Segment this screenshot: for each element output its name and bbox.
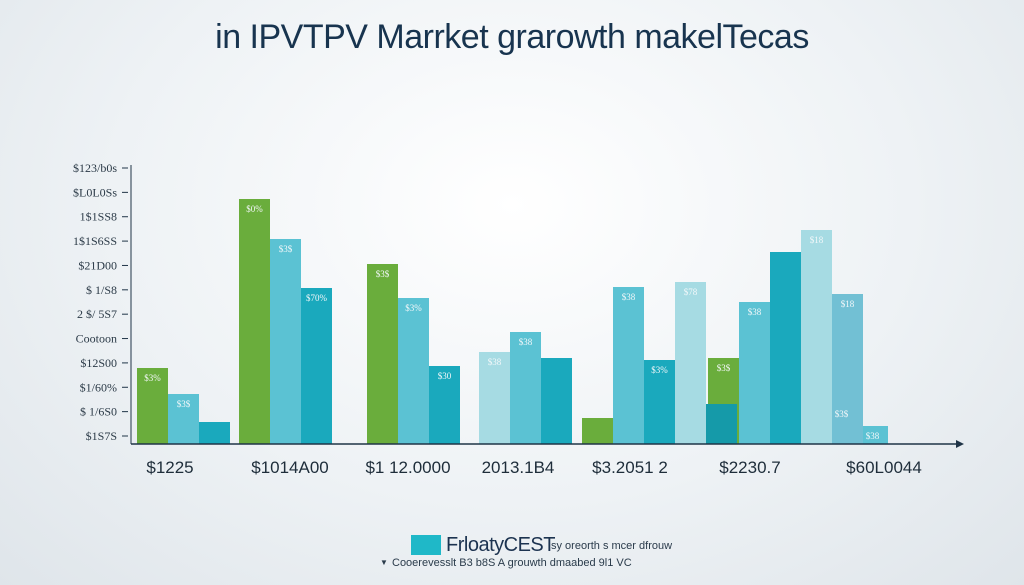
bar [739, 302, 770, 444]
x-axis-ticks: $1225 $1014A00 $1 12.0000 2013.1B4 $3.2051 2… [146, 458, 921, 477]
chart-title: in IPVTPV Marrket grarowth makelTecas [215, 18, 809, 56]
bar-data-label: $3$ [279, 244, 293, 254]
y-axis-ticks: $123/b0s $L0L0Ss 1$1SS8 1$1S6SS $21D00 $ 1/S8… [73, 161, 128, 443]
legend-label: FrloatyCEST [446, 534, 555, 556]
bar-data-label: $3% [144, 373, 161, 383]
y-tick-label: $1S7S [86, 429, 117, 443]
bar [832, 294, 863, 444]
bar-chart: $123/b0s $L0L0Ss 1$1SS8 1$1S6SS $21D00 $ 1/S8… [73, 161, 964, 477]
bar-data-label: $3$ [177, 399, 191, 409]
bar-data-label: $3$ [717, 363, 731, 373]
bar [479, 352, 510, 444]
x-tick-label: $1 12.0000 [365, 458, 450, 477]
y-tick-label: Cootoon [76, 332, 117, 346]
bar [429, 366, 460, 444]
y-tick-label: $ 1/S8 [86, 283, 117, 297]
y-tick-label: $21D00 [78, 258, 117, 272]
legend-sublabel: sy oreorth s mcer dfrouw [551, 540, 673, 552]
bar-data-label: $38 [748, 307, 762, 317]
bar-data-label: $3% [405, 303, 422, 313]
bar [706, 404, 737, 444]
bar-data-label: $38 [622, 292, 636, 302]
y-tick-label: 1$1SS8 [80, 210, 117, 224]
bar-data-label: $38 [488, 357, 502, 367]
x-axis-arrow-icon [956, 440, 964, 448]
bar [541, 358, 572, 444]
y-tick-label: 1$1S6SS [73, 234, 117, 248]
bar-data-label: $3$ [376, 269, 390, 279]
bar [199, 422, 230, 444]
bar [510, 332, 541, 444]
y-tick-label: $ 1/6S0 [80, 405, 117, 419]
bar [137, 368, 168, 444]
bar [644, 360, 675, 444]
data-labels: $3% $0% $3$ $3$ $3$ $3$ $3$ $3% $38 $38 $38 $38 $70%… [144, 204, 880, 441]
x-tick-label: $1014A00 [251, 458, 329, 477]
bar [582, 418, 613, 444]
bar [239, 199, 270, 444]
bar-data-label: $18 [810, 235, 824, 245]
y-tick-label: 2 $/ 5S7 [77, 307, 117, 321]
x-tick-label: 2013.1B4 [482, 458, 555, 477]
bar-data-label: $78 [684, 287, 698, 297]
legend: FrloatyCEST sy oreorth s mcer dfrouw ▼ C… [0, 530, 1024, 580]
bar-data-label: $3$ [835, 409, 849, 419]
bar-data-label: $18 [841, 299, 855, 309]
bars [137, 199, 888, 444]
bar [270, 239, 301, 444]
bar [675, 282, 706, 444]
bar-data-label: $0% [246, 204, 263, 214]
bar-data-label: $30 [438, 371, 452, 381]
y-tick-label: $123/b0s [73, 161, 117, 175]
bar [367, 264, 398, 444]
legend-swatch [411, 535, 441, 555]
bar-data-label: $38 [519, 337, 533, 347]
caret-icon: ▼ [380, 558, 388, 567]
bar-data-label: $70% [306, 293, 328, 303]
bar-data-label: $3% [651, 365, 668, 375]
bar [770, 252, 801, 444]
y-tick-label: $L0L0Ss [73, 185, 117, 199]
bar-data-label: $38 [866, 431, 880, 441]
bar [301, 288, 332, 444]
y-tick-label: $1/60% [80, 380, 117, 394]
bar [613, 287, 644, 444]
x-tick-label: $1225 [146, 458, 193, 477]
x-tick-label: $60L0044 [846, 458, 922, 477]
bar [398, 298, 429, 444]
y-tick-label: $12S00 [80, 356, 117, 370]
x-tick-label: $2230.7 [719, 458, 780, 477]
x-tick-label: $3.2051 2 [592, 458, 668, 477]
legend-note: Cooerevesslt B3 b8S A grouwth dmaabed 9l… [392, 557, 632, 569]
bar [168, 394, 199, 444]
bar [857, 426, 888, 444]
bar [801, 230, 832, 444]
